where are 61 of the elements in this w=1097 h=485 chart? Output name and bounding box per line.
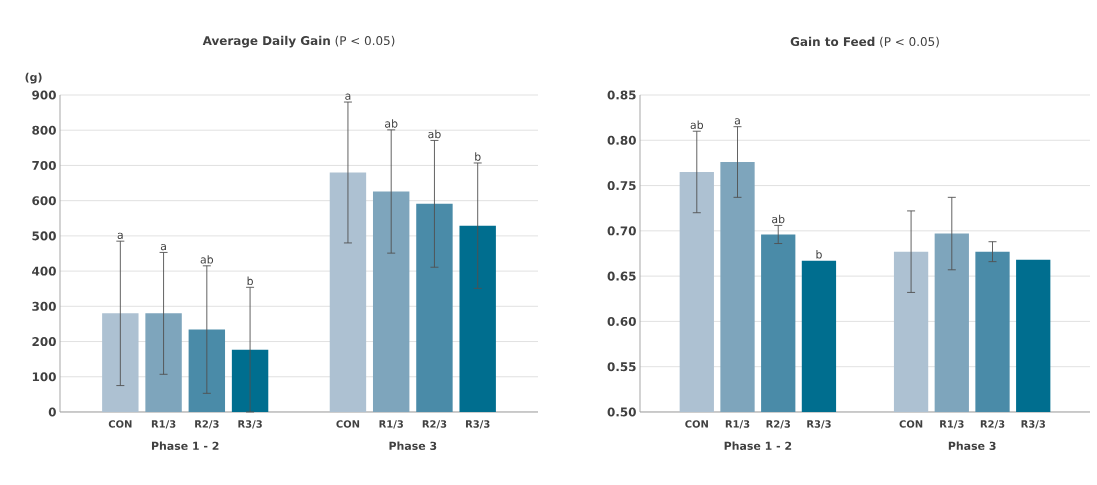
y-tick-label: 0.65 [607, 271, 636, 281]
chart-title: Average Daily Gain (P < 0.05) [202, 35, 395, 48]
y-tick-label: 0.70 [607, 226, 636, 236]
annotation: a [117, 232, 123, 239]
y-tick-label: 900 [32, 90, 56, 100]
chart-title: Gain to Feed (P < 0.05) [790, 36, 939, 48]
series-label: R2/3 [195, 420, 219, 429]
x-tick-label: Phase 3 [389, 441, 437, 450]
y-tick-label: 500 [32, 231, 56, 241]
text: R1/3 [379, 420, 403, 429]
series-label: R3/3 [807, 420, 831, 429]
annotation: b [816, 250, 822, 259]
y-tick-label: 0.55 [607, 362, 636, 372]
annotation: a [734, 118, 740, 125]
annotation: ab [690, 120, 704, 130]
text: R2/3 [422, 420, 447, 429]
annotation: b [247, 276, 253, 286]
y-tick-label: 400 [32, 266, 56, 276]
bar [231, 349, 269, 412]
annotation: a [345, 93, 351, 100]
bar [416, 203, 453, 412]
y-tick-label: 600 [32, 196, 56, 206]
text: R3/3 [466, 420, 490, 429]
y-tick-label: 200 [32, 337, 56, 347]
y-tick-label: 100 [32, 372, 56, 382]
annotation: ab [772, 214, 785, 224]
bar [329, 172, 367, 412]
text: R3/3 [1021, 420, 1046, 429]
x-tick-label: Phase 1 - 2 [151, 441, 219, 450]
x-tick-label: Phase 3 [948, 441, 996, 450]
y-axis-title: (g) [25, 72, 42, 84]
text: CON [899, 420, 923, 428]
series-label: R1/3 [151, 420, 176, 429]
annotation: b [475, 152, 481, 161]
y-tick-label: 700 [32, 160, 56, 170]
annotation: a [160, 243, 166, 251]
annotation: ab [385, 119, 398, 128]
series-label: R1/3 [725, 420, 750, 429]
bar [372, 191, 410, 412]
series-label: R3/3 [238, 420, 262, 429]
annotation: ab [428, 129, 441, 139]
series-label: R2/3 [766, 420, 791, 429]
bar [102, 313, 139, 412]
y-tick-label: 0.75 [607, 181, 636, 191]
text: CON [336, 420, 360, 428]
y-tick-label: 0.60 [607, 316, 636, 326]
series-label: CON [685, 420, 708, 428]
y-tick-label: 0.85 [607, 90, 636, 100]
text: R1/3 [940, 420, 964, 429]
series-label: CON [108, 420, 132, 428]
annotation: ab [200, 255, 214, 264]
y-tick-label: 800 [32, 125, 56, 135]
y-tick-label: 0 [48, 407, 56, 417]
bar [145, 313, 182, 412]
x-tick-label: Phase 1 - 2 [724, 441, 792, 450]
y-tick-label: 300 [32, 301, 56, 311]
bar [188, 329, 226, 412]
bar [459, 225, 496, 412]
y-tick-label: 0.50 [607, 407, 636, 417]
y-tick-label: 0.80 [607, 135, 636, 145]
text: R2/3 [980, 420, 1005, 429]
